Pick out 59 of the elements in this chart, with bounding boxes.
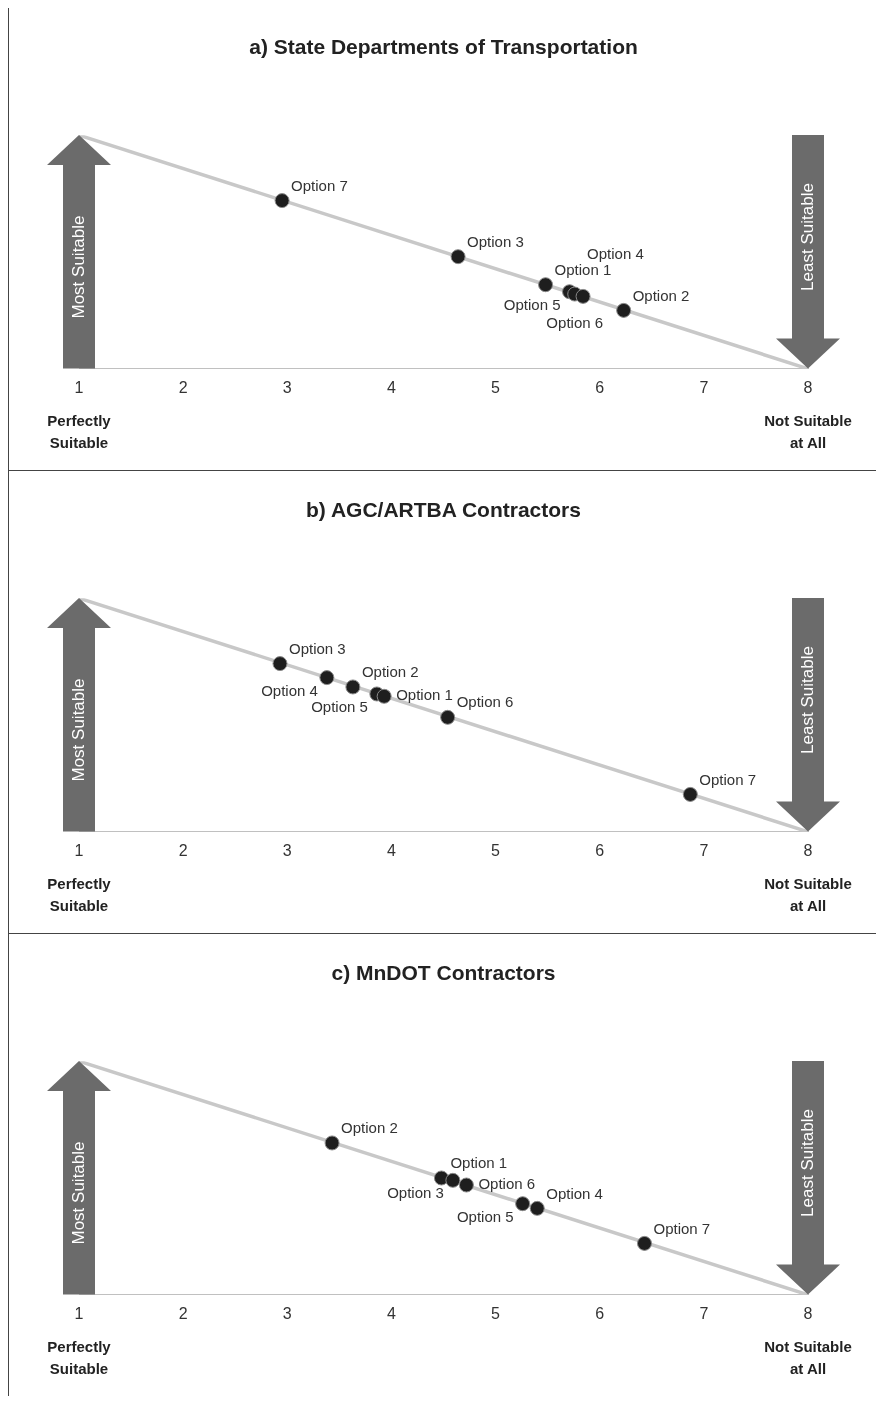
chart-title: c) MnDOT Contractors [331, 961, 556, 985]
x-tick-label: 5 [491, 378, 501, 396]
y2-axis-title: Least Suitable [798, 646, 818, 754]
x-tick-label: 6 [595, 1304, 605, 1322]
annotation: Option 7 [653, 1219, 711, 1237]
annotation: Option 3 [467, 232, 524, 250]
x-tick-label: 3 [282, 1304, 292, 1322]
annotation: Option 5 [456, 1207, 514, 1225]
annotation: Option 7 [699, 770, 757, 788]
y-axis-title: Most Suitable [69, 1141, 89, 1245]
annotation: Option 6 [456, 693, 514, 711]
annotation: Option 2 [361, 663, 419, 681]
annotation: Option 5 [503, 295, 561, 313]
y2-axis-title: Least Suitable [798, 183, 818, 291]
x-tick-label: 8 [803, 841, 813, 859]
annotation: Option 5 [311, 698, 368, 716]
x-tick-label: 7 [699, 1304, 709, 1322]
x-tick-label: 2 [178, 378, 188, 396]
annotation: Option 4 [587, 244, 644, 262]
annotation: Option 4 [261, 681, 318, 699]
x-tick-label: 5 [491, 841, 501, 859]
x-tick-label: 3 [282, 841, 292, 859]
text: Not Suitable at All [764, 411, 852, 451]
annotation: Option 3 [289, 639, 346, 657]
chart-title: a) State Departments of Transportation [249, 35, 638, 59]
text: Perfectly Suitable [47, 1337, 112, 1377]
x-tick-label: 2 [178, 841, 188, 859]
x-tick-label: 1 [74, 378, 84, 396]
x-tick-label: 4 [386, 378, 396, 396]
x-tick-label: 8 [803, 378, 813, 396]
chart-title: b) AGC/ARTBA Contractors [306, 498, 581, 522]
annotation: Option 1 [396, 686, 453, 704]
x-tick-label: 1 [74, 841, 84, 859]
x-tick-label: 1 [74, 1304, 84, 1322]
x-tick-label: 4 [386, 1304, 396, 1322]
x-tick-label: 6 [595, 378, 605, 396]
x-tick-label: 3 [282, 378, 292, 396]
annotation: Option 4 [546, 1184, 603, 1202]
y2-axis-title: Least Suitable [798, 1109, 818, 1217]
annotation: Option 2 [341, 1119, 398, 1137]
text: Perfectly Suitable [47, 874, 112, 914]
text: Perfectly Suitable [47, 411, 112, 451]
annotation: Option 3 [387, 1184, 444, 1202]
x-tick-label: 7 [699, 378, 709, 396]
annotation: Option 6 [546, 314, 604, 332]
annotation: Option 6 [478, 1175, 536, 1193]
y-axis-title: Most Suitable [69, 215, 89, 319]
text: Not Suitable at All [764, 874, 852, 914]
annotation: Option 7 [291, 176, 348, 194]
x-tick-label: 8 [803, 1304, 813, 1322]
y-axis-title: Most Suitable [69, 678, 89, 782]
x-tick-label: 7 [699, 841, 709, 859]
annotation: Option 2 [632, 286, 690, 304]
text: Not Suitable at All [764, 1337, 852, 1377]
x-tick-label: 4 [386, 841, 396, 859]
x-tick-label: 5 [491, 1304, 501, 1322]
x-tick-label: 6 [595, 841, 605, 859]
annotation: Option 1 [450, 1154, 508, 1172]
x-tick-label: 2 [178, 1304, 188, 1322]
